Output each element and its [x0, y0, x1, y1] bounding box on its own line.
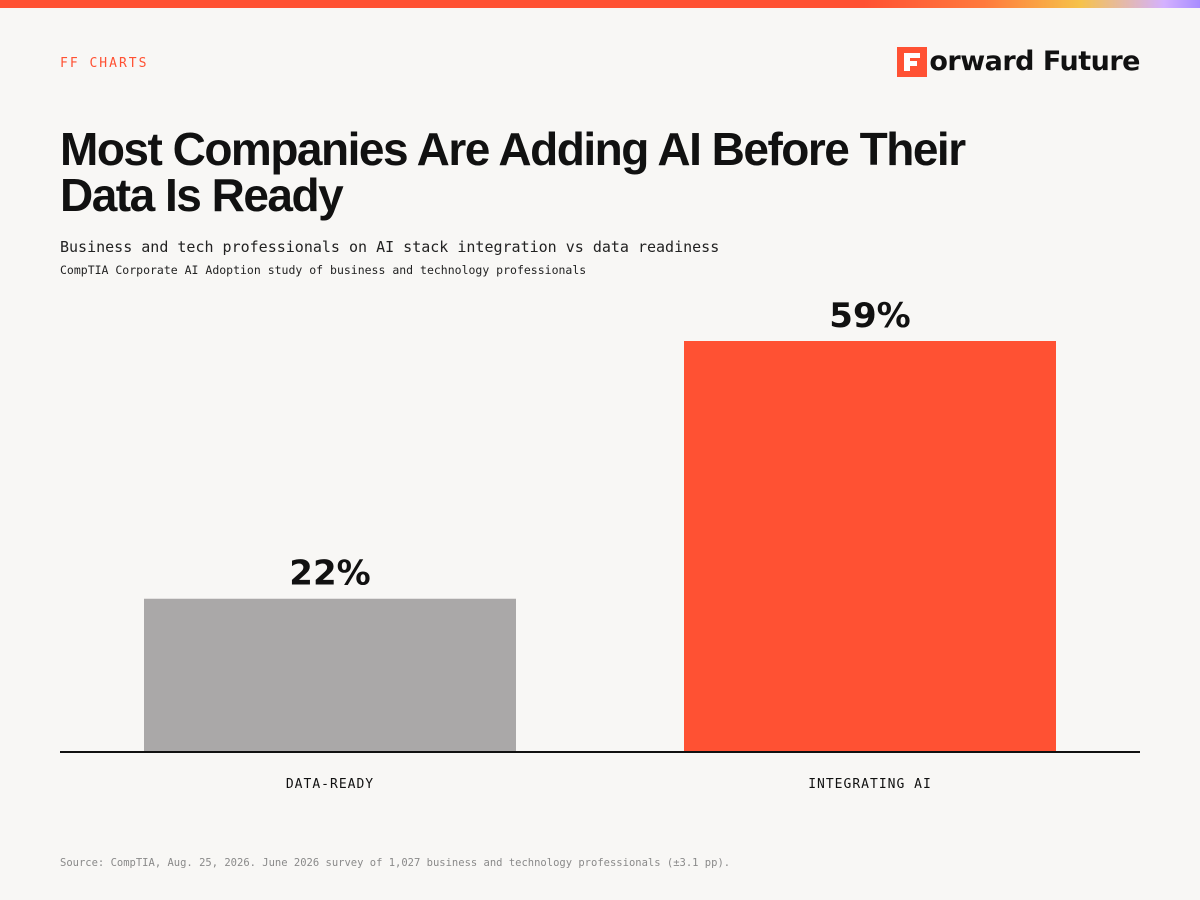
forward-future-logo-icon [897, 47, 928, 77]
category-label: DATA-READY [286, 777, 374, 792]
bar-integrating-ai [684, 341, 1056, 752]
chart-subtitle: Business and tech professionals on AI st… [60, 238, 720, 256]
chart-title: Most Companies Are Adding AI Before Thei… [60, 123, 966, 221]
bar-value-label: 59% [829, 296, 910, 336]
top-accent-bar [0, 0, 1200, 8]
bar-value-label: 22% [289, 554, 370, 594]
brand-logo: orward Future [897, 46, 1140, 78]
bar-data-ready [144, 598, 516, 752]
category-label: INTEGRATING AI [808, 777, 932, 792]
kicker-label: FF CHARTS [60, 56, 149, 71]
study-description: CompTIA Corporate AI Adoption study of b… [60, 263, 587, 277]
footer-source-note: Source: CompTIA, Aug. 25, 2026. June 202… [60, 857, 731, 869]
brand-wordmark: orward Future [929, 46, 1140, 77]
bars-layer: 22% DATA-READY 59% INTEGRATING AI [144, 296, 1056, 792]
